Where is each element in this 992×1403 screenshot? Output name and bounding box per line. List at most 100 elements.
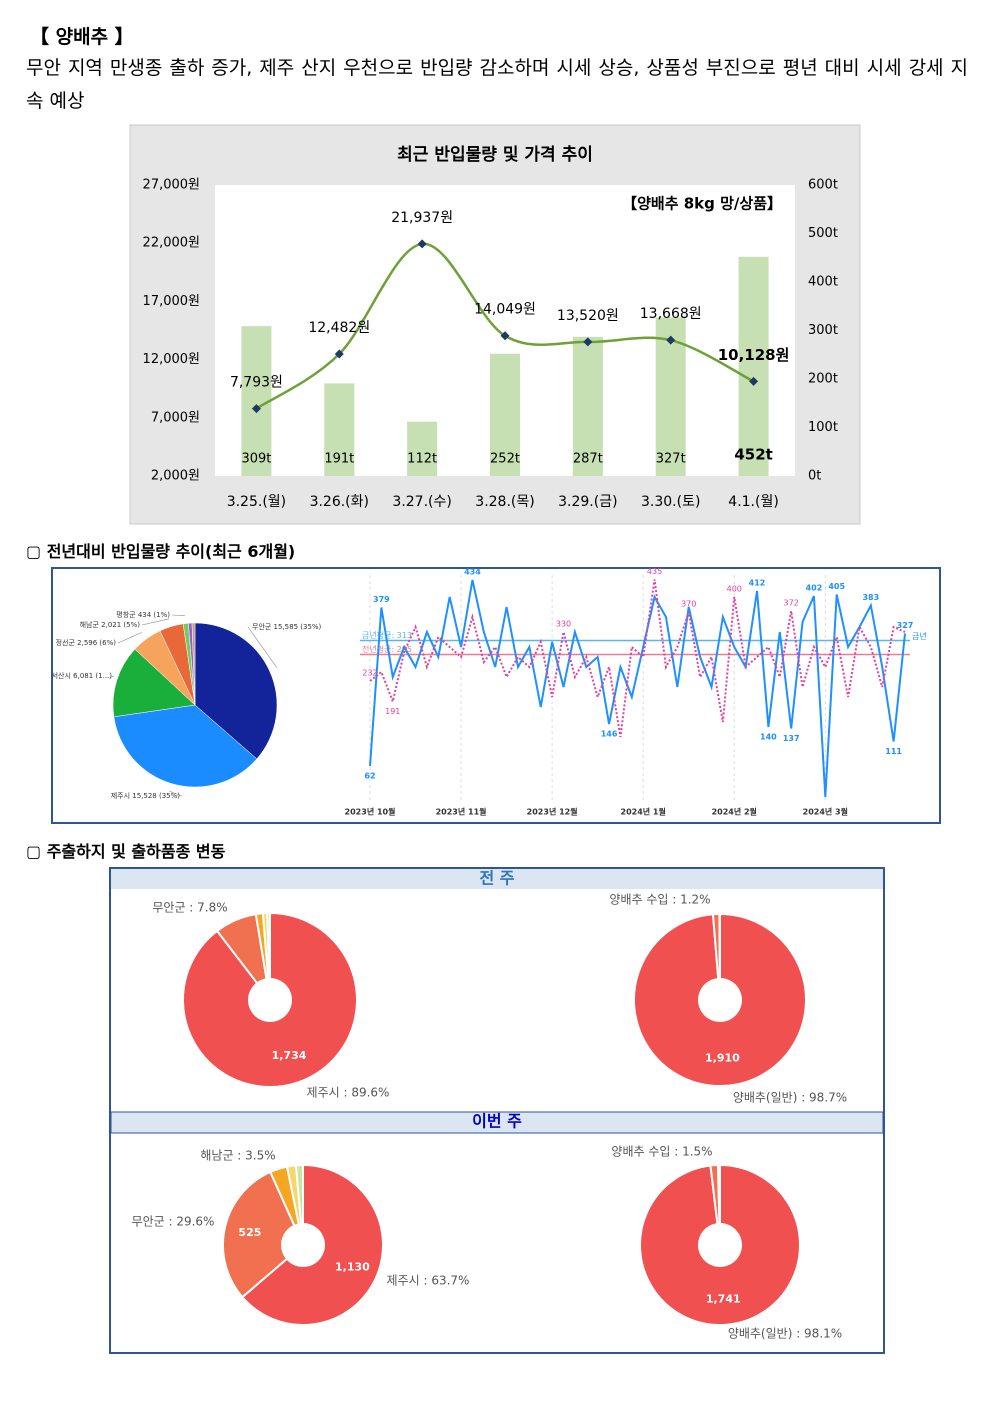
point-label: 330 (556, 620, 571, 629)
donut-slice (182, 911, 358, 1088)
donut-slice (718, 912, 721, 981)
donut-label: 무안군 : 7.8% (152, 901, 227, 915)
chart-title: 최근 반입물량 및 가격 추이 (397, 145, 593, 165)
donut-inner-label: 1,734 (272, 1049, 307, 1062)
point-label: 370 (681, 600, 696, 609)
y2-tick-label: 0t (808, 469, 821, 484)
bar (407, 421, 438, 476)
x-tick-label: 2024년 2월 (712, 807, 757, 817)
reference-label: 금년평균: 313 (362, 630, 412, 640)
y2-tick-label: 500t (808, 226, 838, 241)
y2-tick-label: 100t (808, 420, 838, 435)
x-tick-label: 3.30.(토) (641, 494, 700, 510)
marker (666, 335, 676, 345)
series-line (369, 579, 906, 738)
donut-label: 양배추 수입 : 1.5% (611, 1145, 712, 1159)
y-tick-label: 27,000원 (143, 178, 200, 193)
bar (490, 353, 520, 476)
x-tick-label: 3.29.(금) (558, 494, 617, 510)
donut-label: 양배추(일반) : 98.1% (728, 1327, 842, 1341)
y2-tick-label: 300t (808, 323, 838, 338)
x-tick-label: 4.1.(월) (728, 494, 779, 510)
donut-inner-label: 1,910 (705, 1051, 740, 1064)
point-label: 111 (885, 747, 902, 756)
marker (417, 239, 427, 249)
week-title: 전 주 (479, 869, 514, 888)
x-tick-label: 3.25.(월) (227, 494, 286, 510)
donut-inner-label: 1,130 (335, 1261, 370, 1274)
bar-label: 452t (734, 446, 772, 464)
x-tick-label: 3.27.(수) (392, 494, 451, 510)
leader-line (108, 675, 115, 679)
price-label: 13,668원 (640, 306, 702, 322)
leader-line (117, 632, 142, 644)
price-label: 12,482원 (308, 320, 370, 336)
bar (324, 383, 355, 476)
donut-slice (266, 911, 271, 981)
pie-label: 무안군 15,585 (35%) (252, 622, 322, 631)
x-tick-label: 2023년 11월 (436, 807, 487, 817)
leader-line (141, 618, 170, 626)
marker (583, 337, 593, 347)
point-label: 327 (897, 621, 914, 630)
y-tick-label: 22,000원 (143, 236, 200, 251)
bar-label: 327t (656, 452, 686, 467)
price-label: 13,520원 (557, 308, 619, 324)
point-label: 435 (647, 567, 662, 576)
donut-label: 제주시 : 63.7% (387, 1274, 470, 1288)
point-label: 191 (385, 707, 400, 716)
title: 【 양배추 】 (30, 26, 134, 48)
bar-label: 112t (407, 452, 437, 467)
pie-slice (112, 648, 196, 718)
bar-label: 287t (573, 452, 603, 467)
pie-slice (191, 622, 196, 706)
bar (738, 256, 769, 476)
donut-label: 양배추 수입 : 1.2% (609, 893, 710, 907)
price-label: 7,793원 (230, 375, 283, 391)
price-label: 21,937원 (391, 210, 453, 226)
donut-slice (222, 1170, 296, 1299)
point-label: 232 (362, 669, 377, 678)
section-heading: ▢ 전년대비 반입물량 추이(최근 6개월) (26, 542, 296, 561)
point-label: 412 (749, 579, 766, 588)
point-label: 379 (373, 595, 390, 604)
y2-tick-label: 400t (808, 275, 838, 290)
pie-label: 평창군 434 (1%) (116, 610, 170, 619)
price-label: 14,049원 (474, 302, 536, 318)
pie-label: 서산시 6,081 (1...) (52, 671, 113, 680)
donut-label: 무안군 : 29.6% (132, 1215, 215, 1229)
point-label: 62 (364, 772, 375, 781)
marker (500, 331, 510, 341)
point-label: 400 (727, 585, 742, 594)
marker (749, 376, 759, 386)
point-label: 383 (862, 593, 879, 602)
week-header (110, 1111, 884, 1134)
point-label: 146 (601, 730, 618, 739)
description: 무안 지역 만생종 출하 증가, 제주 산지 우천으로 반입량 감소하며 시세 … (26, 57, 968, 112)
donut-slice (639, 1163, 802, 1326)
series-name: 금년 (912, 631, 927, 641)
bar-label: 252t (490, 452, 520, 467)
leader-line (169, 791, 183, 797)
point-label: 434 (464, 568, 481, 577)
week-title: 이번 주 (472, 1112, 522, 1131)
x-tick-label: 3.26.(화) (310, 494, 369, 510)
donut-slice (294, 1163, 304, 1226)
pie-slice (194, 622, 278, 760)
y2-tick-label: 200t (808, 372, 838, 387)
donut-label: 해남군 : 3.5% (200, 1149, 275, 1163)
y-tick-label: 2,000원 (151, 469, 200, 484)
section-heading: ▢ 주출하지 및 출하품종 변동 (26, 842, 226, 861)
donut-inner-label: 1,741 (706, 1292, 741, 1305)
y-tick-label: 12,000원 (143, 352, 200, 367)
y-tick-label: 7,000원 (151, 410, 200, 425)
donut-label: 제주시 : 89.6% (307, 1086, 390, 1100)
donut-inner-label: 525 (238, 1226, 261, 1239)
point-label: 137 (783, 734, 800, 743)
x-tick-label: 2024년 1월 (621, 807, 666, 817)
donut-label: 양배추(일반) : 98.7% (733, 1091, 847, 1105)
pie-label: 제주시 15,528 (35%) (111, 792, 181, 800)
pie-label: 해남군 2,021 (5%) (80, 620, 141, 629)
pie-slice (113, 704, 258, 788)
